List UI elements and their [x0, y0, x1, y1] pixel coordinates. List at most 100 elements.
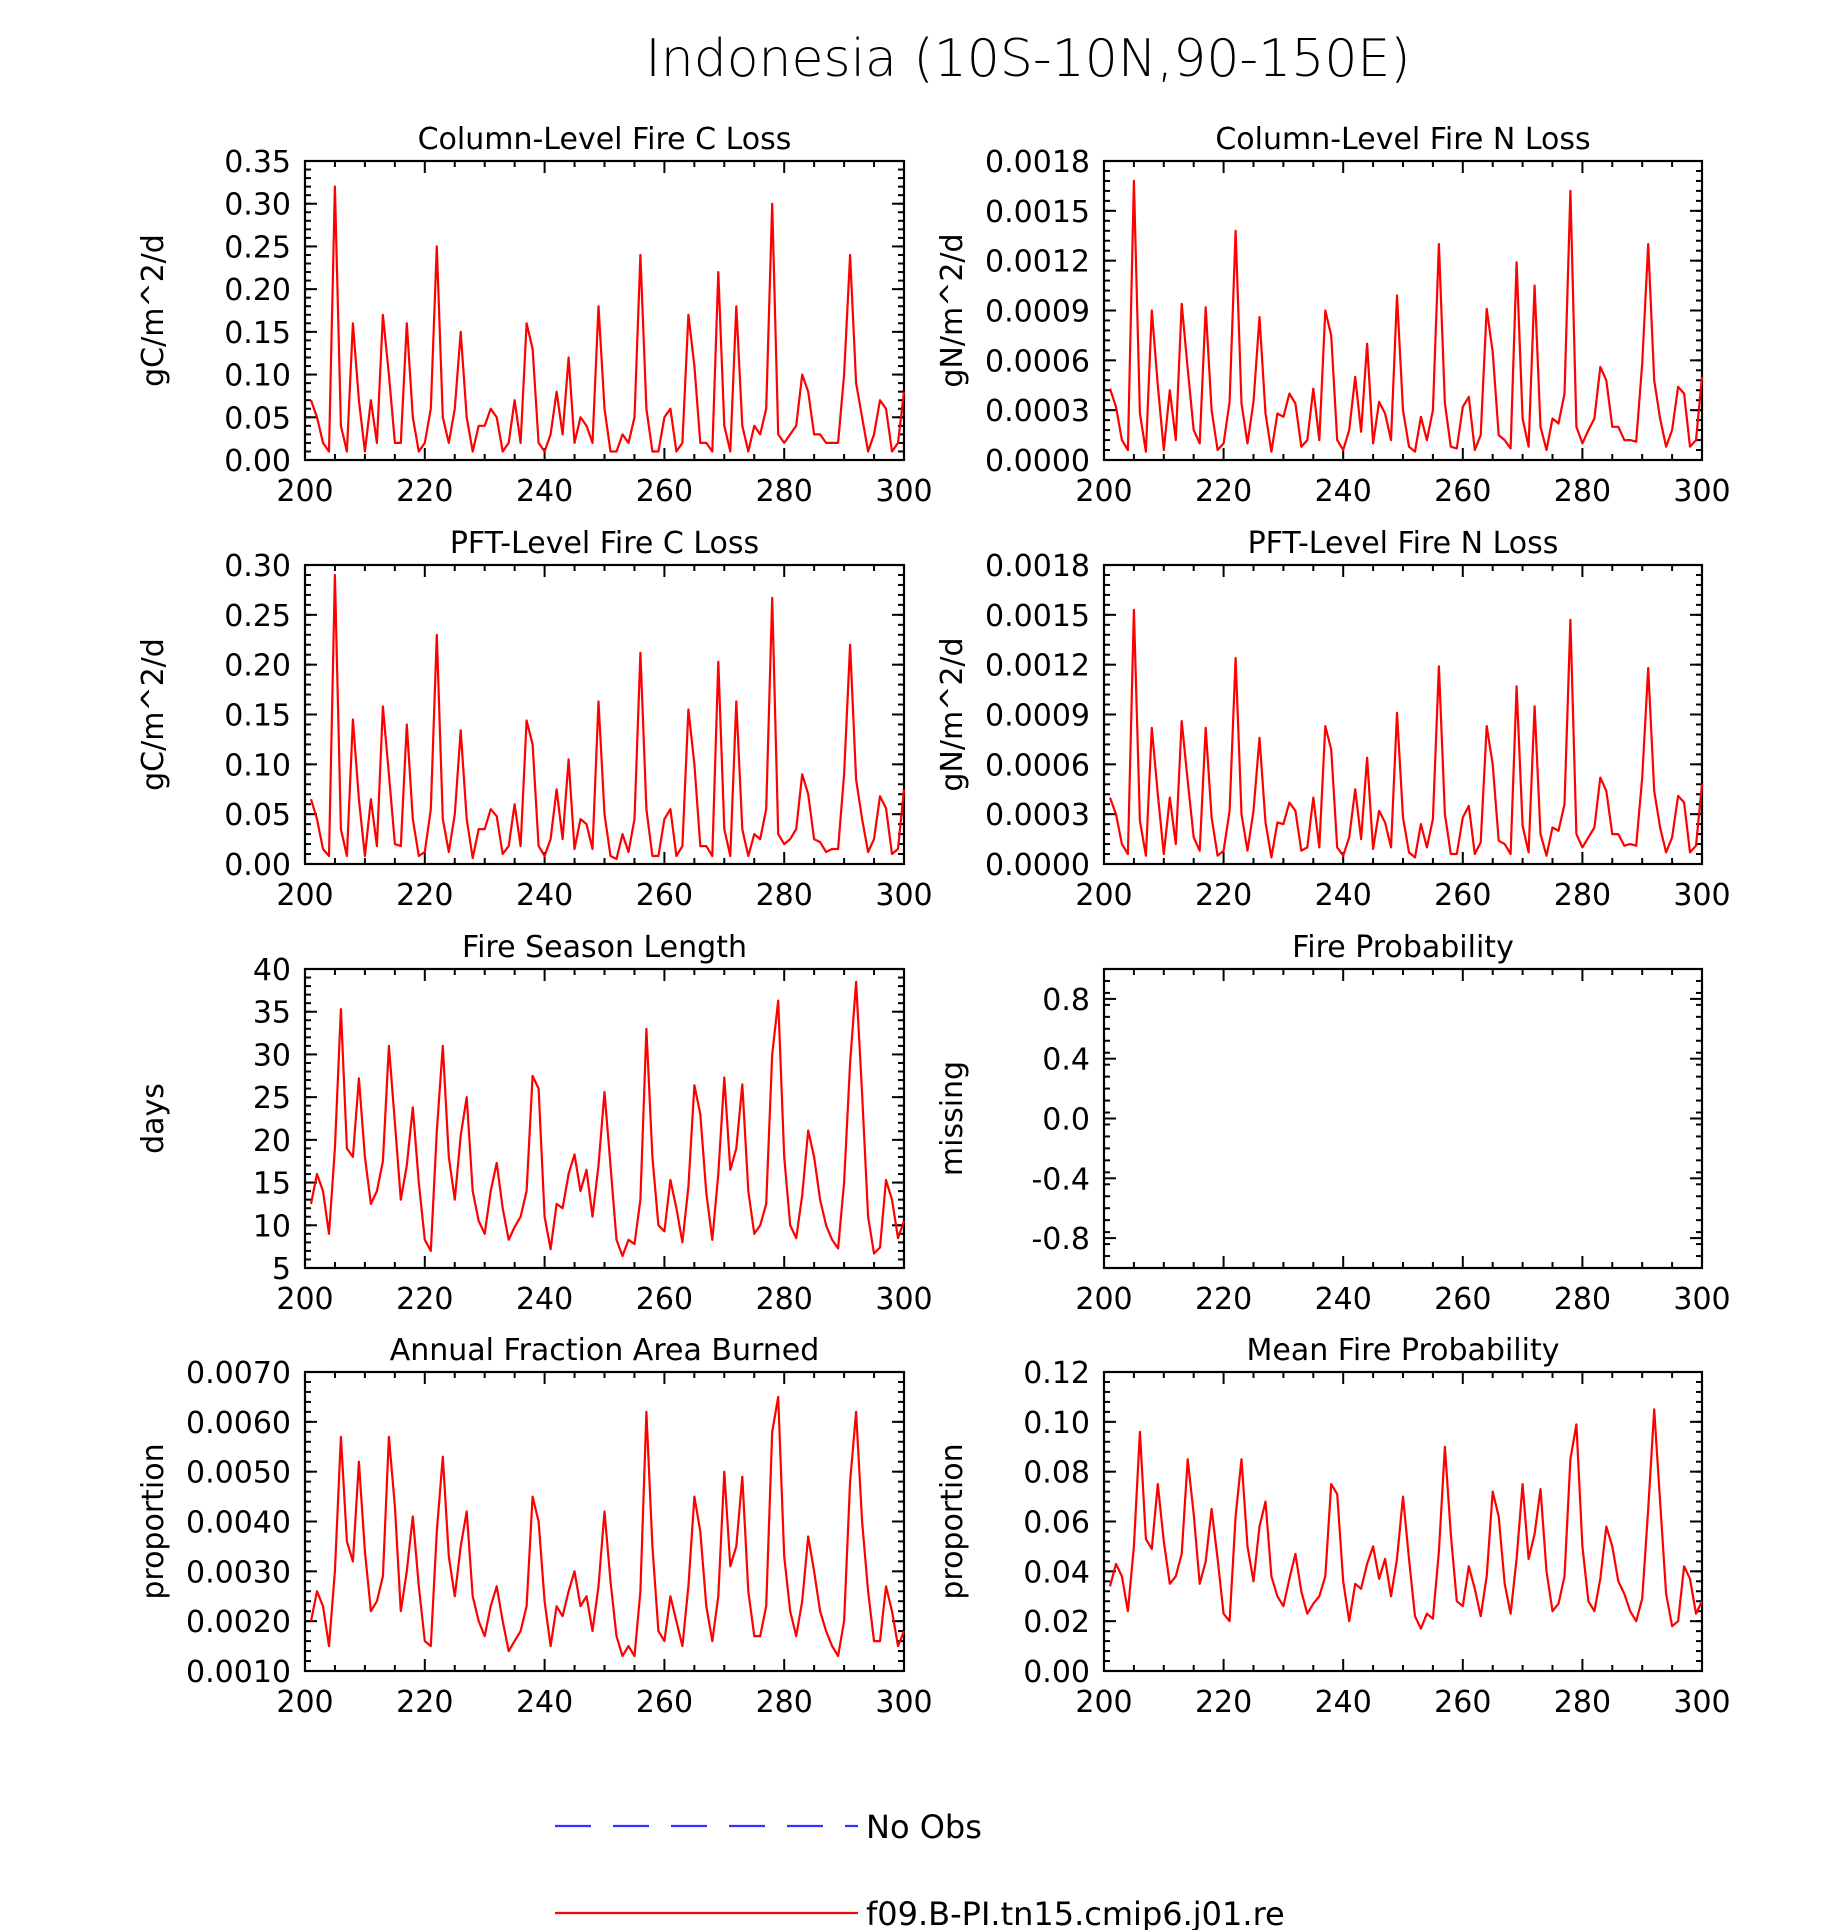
y-tick-label: 5	[272, 1252, 291, 1287]
y-tick-label: 0.0050	[186, 1456, 291, 1491]
y-tick-label: 0.0000	[985, 848, 1090, 883]
x-tick-label: 240	[516, 878, 573, 913]
x-tick-label: 280	[1554, 1685, 1611, 1720]
x-tick-label: 200	[1075, 878, 1132, 913]
y-tick-label: 0.0070	[186, 1356, 291, 1391]
x-tick-label: 260	[1434, 474, 1491, 509]
x-tick-label: 220	[396, 1685, 453, 1720]
y-tick-label: 0.12	[1023, 1356, 1090, 1391]
series-line	[309, 185, 906, 453]
x-tick-label: 240	[516, 474, 573, 509]
y-axis-label: gN/m^2/d	[935, 233, 970, 387]
chart-panel-6: Fire Probability missing 200 220 240 260 280 30…	[935, 930, 1731, 1317]
x-tick-label: 280	[756, 474, 813, 509]
y-tick-label: 35	[253, 996, 291, 1031]
x-tick-label: 220	[396, 878, 453, 913]
y-tick-label: 25	[253, 1081, 291, 1116]
y-tick-label: 0.0015	[985, 195, 1090, 230]
y-tick-label: 0.0	[1042, 1103, 1090, 1138]
y-tick-label: 0.30	[224, 549, 291, 584]
chart-panel-2: Column-Level Fire N Loss gN/m^2/d 200 220 24…	[935, 122, 1731, 509]
chart-panel-8: Mean Fire Probability proportion 200 220 240…	[935, 1333, 1731, 1720]
x-tick-label: 200	[1075, 474, 1132, 509]
x-tick-label: 300	[875, 1282, 932, 1317]
y-tick-label: 0.30	[224, 188, 291, 223]
y-tick-label: 0.0020	[186, 1605, 291, 1640]
panels-container: Column-Level Fire C Loss gC/m^2/d 200 220 24…	[136, 122, 1731, 1720]
x-tick-label: 200	[276, 1685, 333, 1720]
x-tick-label: 280	[756, 878, 813, 913]
y-tick-label: 0.0060	[186, 1406, 291, 1441]
legend-label-no-obs: No Obs	[866, 1808, 982, 1846]
y-tick-label: 0.4	[1042, 1043, 1090, 1078]
y-tick-label: 0.00	[224, 848, 291, 883]
x-tick-label: 300	[1673, 474, 1730, 509]
y-tick-label: 0.10	[224, 748, 291, 783]
y-tick-label: 0.20	[224, 649, 291, 684]
y-axis-label: gC/m^2/d	[136, 234, 171, 387]
y-tick-label: 0.0018	[985, 549, 1090, 584]
y-tick-label: 0.0012	[985, 245, 1090, 280]
y-tick-label: 0.0040	[186, 1506, 291, 1541]
y-tick-label: 0.0003	[985, 394, 1090, 429]
x-tick-label: 200	[1075, 1685, 1132, 1720]
y-tick-label: -0.8	[1031, 1222, 1090, 1257]
y-axis-label: missing	[935, 1061, 970, 1176]
x-tick-label: 200	[276, 474, 333, 509]
x-tick-label: 240	[1315, 1282, 1372, 1317]
y-tick-label: 30	[253, 1038, 291, 1073]
panel-title: Annual Fraction Area Burned	[390, 1333, 820, 1368]
panel-title: Column-Level Fire N Loss	[1215, 122, 1590, 157]
x-tick-label: 280	[1554, 1282, 1611, 1317]
series-line	[1108, 1408, 1703, 1630]
x-tick-label: 240	[516, 1282, 573, 1317]
y-tick-label: 0.08	[1023, 1456, 1090, 1491]
x-tick-label: 300	[1673, 1282, 1730, 1317]
x-tick-label: 240	[1315, 878, 1372, 913]
y-tick-label: 0.0003	[985, 798, 1090, 833]
x-tick-label: 220	[1195, 474, 1252, 509]
x-tick-label: 260	[636, 878, 693, 913]
y-tick-label: 0.05	[224, 401, 291, 436]
y-tick-label: 0.0000	[985, 444, 1090, 479]
chart-panel-1: Column-Level Fire C Loss gC/m^2/d 200 220 24…	[136, 122, 933, 509]
y-tick-label: 0.0010	[186, 1655, 291, 1690]
chart-panel-5: Fire Season Length days 200 220 240 260 280 300…	[136, 930, 933, 1317]
y-tick-label: 0.02	[1023, 1605, 1090, 1640]
x-tick-label: 200	[276, 1282, 333, 1317]
y-tick-label: 0.0018	[985, 145, 1090, 180]
y-tick-label: 0.8	[1042, 983, 1090, 1018]
y-tick-label: 0.06	[1023, 1506, 1090, 1541]
y-axis-label: gC/m^2/d	[136, 638, 171, 791]
x-tick-label: 300	[875, 1685, 932, 1720]
series-line	[309, 573, 906, 861]
y-tick-label: 40	[253, 953, 291, 988]
y-tick-label: 0.20	[224, 273, 291, 308]
chart-panel-7: Annual Fraction Area Burned proportion 200…	[136, 1333, 933, 1720]
y-tick-label: 0.25	[224, 230, 291, 265]
x-tick-label: 240	[516, 1685, 573, 1720]
x-tick-label: 280	[756, 1685, 813, 1720]
x-tick-label: 280	[1554, 878, 1611, 913]
x-tick-label: 200	[1075, 1282, 1132, 1317]
figure-title: Indonesia (10S-10N,90-150E)	[645, 29, 1410, 89]
y-tick-label: 0.10	[1023, 1406, 1090, 1441]
y-tick-label: 0.00	[224, 444, 291, 479]
x-tick-label: 220	[396, 474, 453, 509]
x-tick-label: 260	[1434, 878, 1491, 913]
x-tick-label: 220	[1195, 1685, 1252, 1720]
y-tick-label: 0.10	[224, 359, 291, 394]
y-tick-label: 0.25	[224, 599, 291, 634]
x-tick-label: 300	[875, 474, 932, 509]
x-tick-label: 260	[636, 1282, 693, 1317]
x-tick-label: 200	[276, 878, 333, 913]
y-tick-label: 0.0015	[985, 599, 1090, 634]
legend: No Obs f09.B-PI.tn15.cmip6.j01.re	[555, 1808, 1285, 1930]
series-line	[309, 980, 906, 1258]
x-tick-label: 220	[1195, 1282, 1252, 1317]
panel-title: Mean Fire Probability	[1247, 1333, 1560, 1368]
panel-title: Column-Level Fire C Loss	[418, 122, 792, 157]
panel-title: Fire Probability	[1292, 930, 1514, 965]
y-tick-label: 0.0006	[985, 748, 1090, 783]
chart-panel-4: PFT-Level Fire N Loss gN/m^2/d 200 220 240 26…	[935, 526, 1731, 913]
